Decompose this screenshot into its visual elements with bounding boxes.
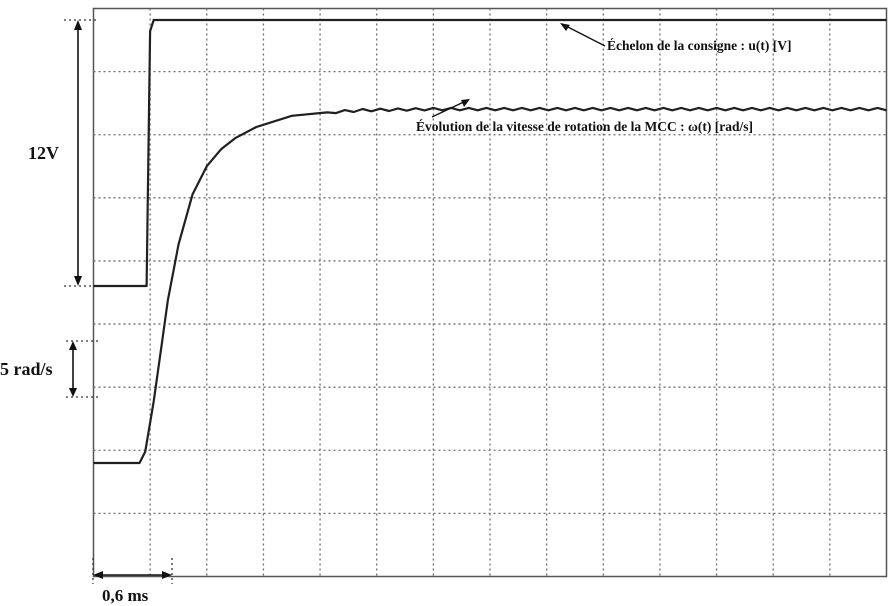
voltage-step-arrowhead-up [74, 20, 82, 30]
plot-frame [92, 7, 888, 578]
voltage-step-arrowhead-down [74, 276, 82, 286]
consigne-label-leader-arrowhead [560, 23, 570, 31]
speed-trace-label: Évolution de la vitesse de rotation de l… [416, 119, 753, 134]
voltage-step-label: 12V [28, 143, 59, 163]
time-scale-arrowhead-left [93, 571, 103, 579]
consigne-trace-label: Échelon de la consigne : u(t) [V] [607, 38, 792, 53]
speed-label-leader [431, 99, 469, 118]
speed-scale-label: 5 rad/s [0, 359, 53, 379]
speed-scale-arrowhead-down [69, 388, 77, 397]
speed-label-leader-arrowhead [461, 99, 470, 107]
consigne-voltage-trace [93, 18, 887, 288]
time-scale-marker [92, 558, 173, 584]
speed-trace [93, 106, 887, 465]
consigne-label-leader [561, 23, 606, 47]
voltage-step-marker [64, 19, 98, 287]
speed-scale-marker [66, 340, 98, 398]
time-scale-arrowhead-right [162, 571, 172, 579]
time-scale-label: 0,6 ms [102, 586, 149, 605]
grid [93, 8, 887, 577]
speed-scale-arrowhead-up [69, 341, 77, 350]
